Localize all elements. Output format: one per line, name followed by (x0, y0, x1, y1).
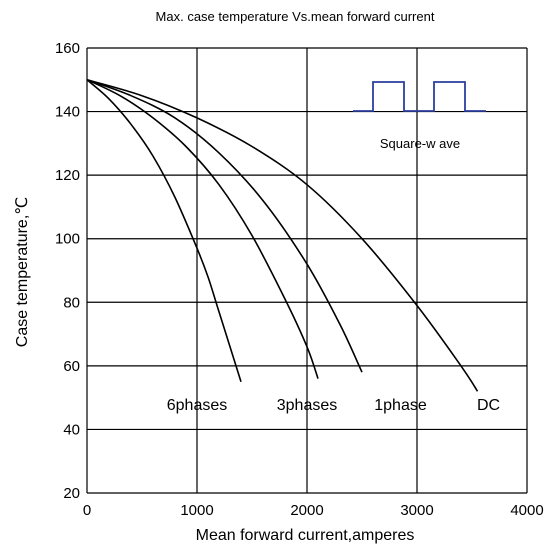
y-tick-label: 20 (63, 485, 80, 502)
grid-lines (86, 47, 528, 494)
x-tick-label: 4000 (510, 502, 543, 519)
square-wave-annotation: Square-w ave (353, 81, 486, 151)
y-tick-label: 80 (63, 294, 80, 311)
chart-title: Max. case temperature Vs.mean forward cu… (156, 9, 435, 24)
x-tick-label: 3000 (400, 502, 433, 519)
x-tick-label: 2000 (290, 502, 323, 519)
series-label-dc: DC (477, 397, 500, 414)
x-tick-label: 0 (83, 502, 91, 519)
series-line-1phase (86, 79, 363, 373)
y-tick-label: 120 (55, 167, 80, 184)
series-labels: 6phases 3phases 1phase DC (167, 397, 500, 414)
x-tick-label: 1000 (180, 502, 213, 519)
tick-labels: 20 40 60 80 100 120 140 160 0 1000 2000 3000 4000 (55, 40, 544, 519)
x-axis-label: Mean forward current,amperes (196, 527, 415, 544)
y-tick-label: 40 (63, 421, 80, 438)
square-wave-icon (353, 81, 486, 112)
y-axis-label: Case temperature,℃ (14, 197, 31, 348)
series-label-1phase: 1phase (374, 397, 427, 414)
y-tick-label: 100 (55, 231, 80, 248)
series-label-3phases: 3phases (277, 397, 338, 414)
y-tick-label: 160 (55, 40, 80, 57)
series-line-3phases (86, 79, 319, 379)
y-tick-label: 140 (55, 104, 80, 121)
series-lines (86, 79, 479, 392)
series-line-6phases (86, 79, 242, 383)
series-label-6phases: 6phases (167, 397, 228, 414)
y-tick-label: 60 (63, 358, 80, 375)
square-wave-label: Square-w ave (380, 136, 460, 151)
series-line-dc (86, 79, 479, 392)
